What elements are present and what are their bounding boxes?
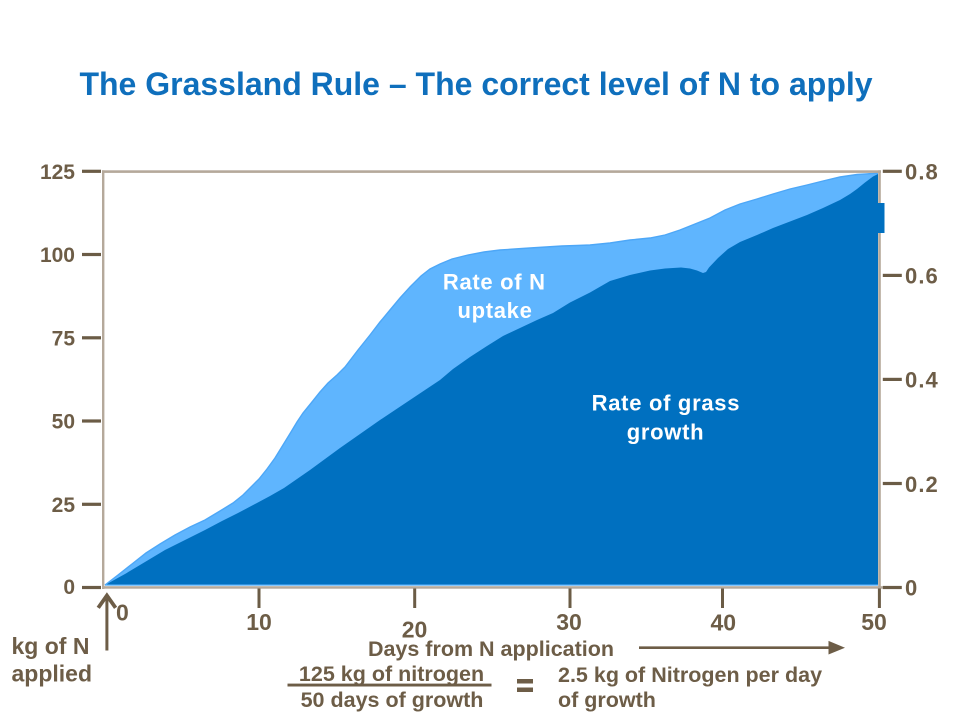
svg-text:The Grassland Rule – The corre: The Grassland Rule – The correct level o… <box>79 66 872 102</box>
svg-text:40: 40 <box>711 609 737 635</box>
svg-text:0: 0 <box>905 575 918 600</box>
svg-text:125 kg of nitrogen: 125 kg of nitrogen <box>299 662 484 686</box>
svg-text:30: 30 <box>556 609 582 635</box>
svg-text:0: 0 <box>116 599 129 625</box>
svg-text:25: 25 <box>52 494 76 517</box>
svg-text:50: 50 <box>52 411 75 434</box>
svg-text:0.2: 0.2 <box>905 472 939 497</box>
svg-text:75: 75 <box>52 327 76 350</box>
svg-text:of growth: of growth <box>558 688 656 712</box>
svg-text:0.4: 0.4 <box>905 368 939 393</box>
svg-text:125: 125 <box>40 161 75 184</box>
svg-text:50: 50 <box>861 609 887 635</box>
svg-text:0.8: 0.8 <box>905 160 939 185</box>
svg-text:kg of N: kg of N <box>12 633 90 659</box>
svg-text:Rate of grass: Rate of grass <box>592 390 740 415</box>
svg-text:Rate of N: Rate of N <box>443 270 546 295</box>
svg-text:0: 0 <box>63 576 75 599</box>
svg-text:0.6: 0.6 <box>905 264 939 289</box>
svg-text:10: 10 <box>246 609 272 635</box>
svg-text:2.5 kg of Nitrogen per day: 2.5 kg of Nitrogen per day <box>558 663 822 687</box>
svg-text:growth: growth <box>627 419 705 444</box>
svg-text:applied: applied <box>12 661 93 687</box>
svg-text:Days from N application: Days from N application <box>368 637 614 661</box>
svg-text:50 days of growth: 50 days of growth <box>301 688 484 712</box>
svg-text:20: 20 <box>402 616 428 642</box>
svg-text:uptake: uptake <box>457 298 532 323</box>
svg-text:100: 100 <box>40 244 75 267</box>
